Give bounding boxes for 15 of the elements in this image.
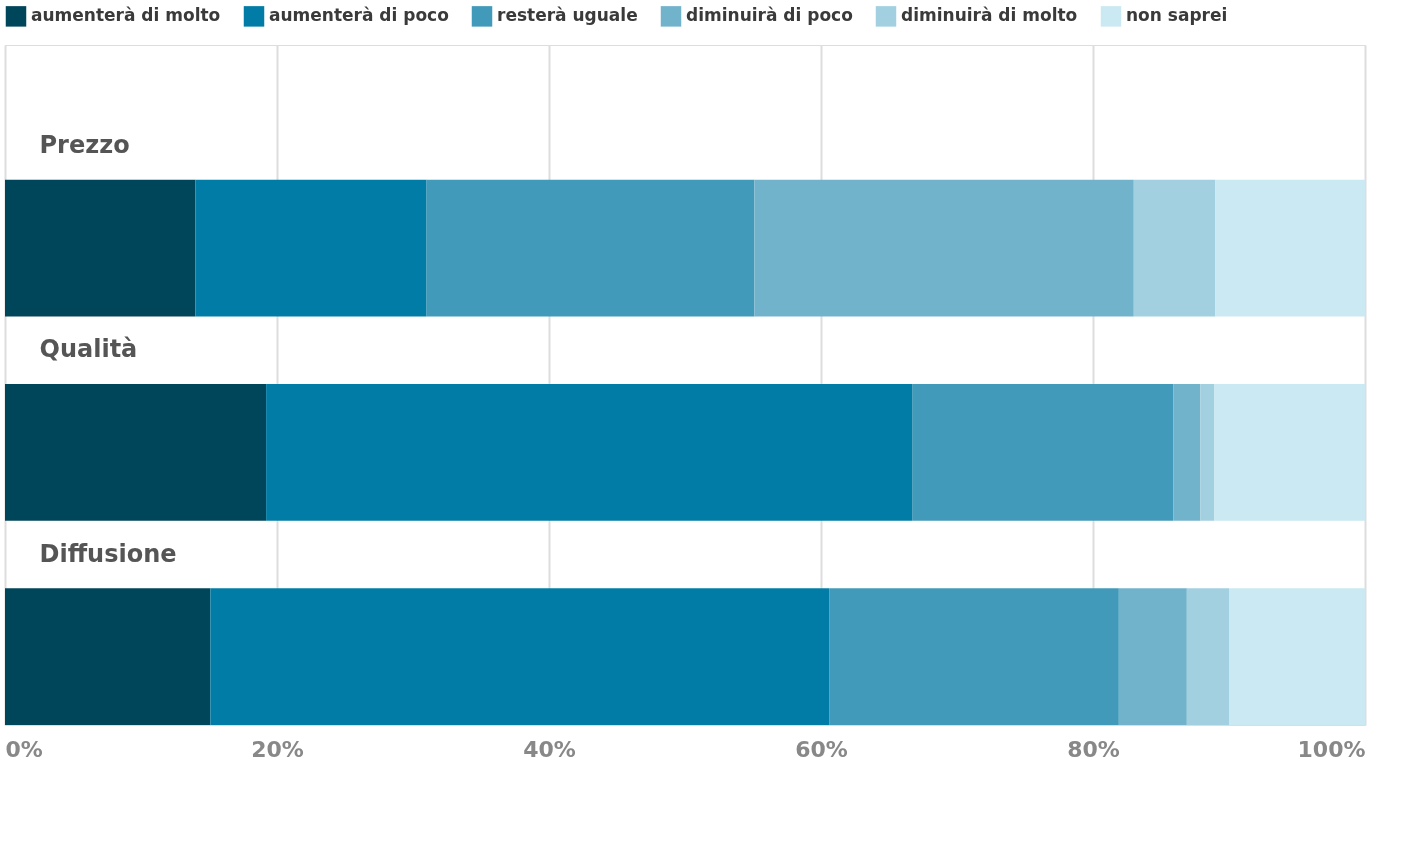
x-tick-label: 100%: [1297, 736, 1366, 762]
legend-label: resterà uguale: [497, 5, 638, 26]
x-tick-label: 20%: [251, 736, 304, 762]
y-tick-label: Qualità: [39, 335, 138, 364]
y-tick-label: Diffusione: [39, 539, 177, 568]
y-tick-label: Prezzo: [39, 131, 130, 160]
legend-label: diminuirà di poco: [686, 5, 853, 26]
legend-label: aumenterà di poco: [269, 5, 449, 26]
legend-label: diminuirà di molto: [901, 5, 1078, 26]
x-tick-label: 40%: [523, 736, 576, 762]
x-tick-label: 80%: [1067, 736, 1120, 762]
legend-label: non saprei: [1126, 5, 1228, 26]
legend-label: aumenterà di molto: [31, 5, 221, 26]
x-tick-label: 0%: [5, 736, 43, 762]
x-tick-label: 60%: [795, 736, 848, 762]
